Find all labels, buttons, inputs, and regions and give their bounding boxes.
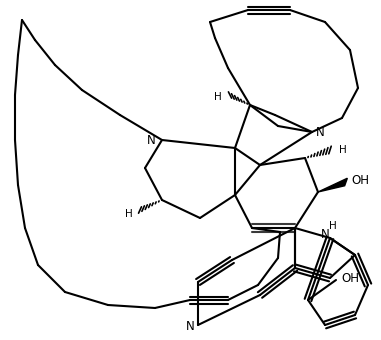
Text: N: N — [186, 321, 194, 334]
Polygon shape — [318, 178, 347, 192]
Text: OH: OH — [341, 272, 359, 285]
Text: N: N — [315, 125, 324, 138]
Text: N: N — [321, 228, 330, 241]
Text: OH: OH — [351, 173, 369, 187]
Text: N: N — [147, 134, 155, 147]
Text: H: H — [125, 209, 133, 219]
Text: H: H — [214, 92, 222, 102]
Text: H: H — [329, 221, 337, 231]
Text: H: H — [339, 145, 347, 155]
